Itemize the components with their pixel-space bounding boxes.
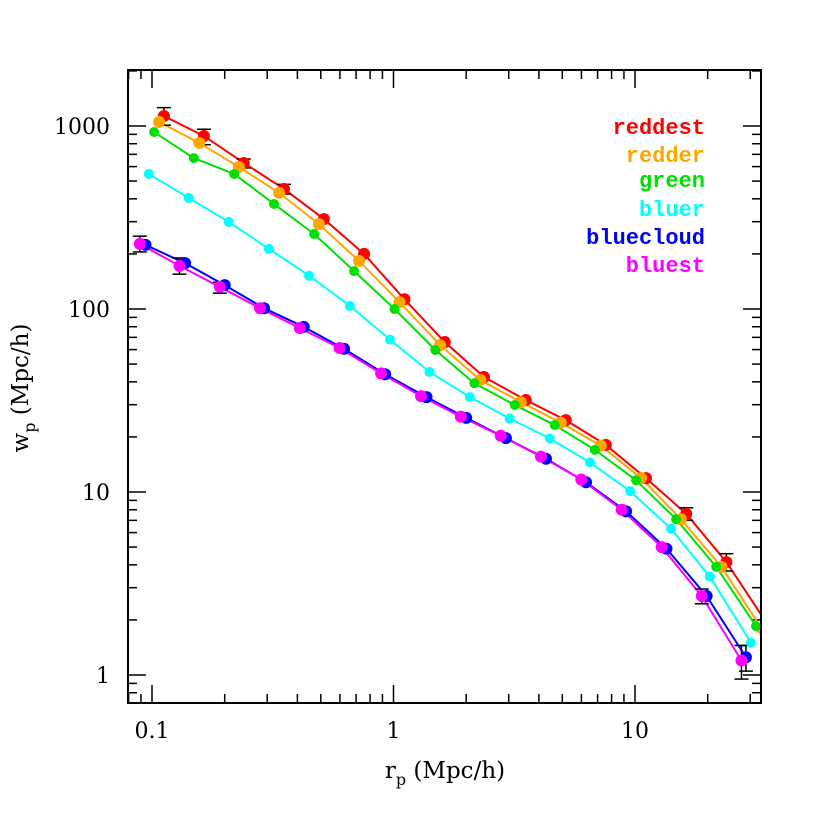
y-tick-label: 1 [96,664,110,689]
data-point [193,136,206,149]
data-point [188,153,199,164]
data-point [183,193,194,204]
data-point [263,243,274,254]
y-axis-title: wp (Mpc/h) [8,324,39,453]
data-point [344,300,355,311]
data-point [625,486,636,497]
data-point [304,270,315,281]
legend-item-bluecloud: bluecloud [586,226,705,251]
data-point [711,561,722,572]
data-point [745,637,756,648]
data-point [173,259,186,272]
axis-ticks [127,70,761,703]
data-point [133,237,146,250]
data-point [544,433,555,444]
data-point [353,254,366,267]
data-series [132,106,761,680]
data-point [223,216,234,227]
data-point [415,390,428,403]
data-point [549,420,560,431]
data-point [575,473,588,486]
data-point [253,302,266,315]
data-point [384,334,395,345]
data-point [464,392,475,403]
legend-item-redder: redder [626,144,705,169]
data-point [312,218,325,231]
data-point [153,115,166,128]
tick-labels: 0.1 1 10 1 10 100 1000 [54,115,649,744]
legend-item-green: green [639,169,705,194]
data-point [751,621,761,632]
data-point [454,410,467,423]
data-point [268,198,279,209]
data-point [631,475,642,486]
data-point [509,399,520,410]
data-point [735,654,748,667]
data-point [695,590,708,603]
data-point [655,541,668,554]
data-point [430,344,441,355]
series-bluecloud [145,243,747,658]
data-point [389,304,400,314]
data-point [671,514,682,525]
series-green [153,131,757,627]
legend-item-reddest: reddest [613,116,705,141]
x-tick-label: 1 [387,719,401,744]
series-redder [158,121,761,629]
series-reddest [163,115,761,617]
data-point [504,413,515,424]
x-tick-label: 0.1 [135,719,170,744]
data-point [375,367,388,380]
data-point [333,342,346,355]
legend-item-bluer: bluer [639,198,705,223]
plot-frame [127,69,762,704]
series-bluer [148,173,752,644]
data-point [469,378,480,389]
data-point [349,266,360,277]
data-point [666,523,677,534]
y-tick-label: 1000 [54,115,110,140]
series-bluest [139,242,743,662]
data-point [273,186,286,199]
data-point [143,168,154,179]
data-point [704,571,715,582]
x-axis-title: rp (Mpc/h) [385,758,505,789]
data-point [213,280,226,293]
data-point [293,322,306,335]
y-tick-label: 10 [82,481,110,506]
data-point [309,228,320,239]
data-point [584,457,595,468]
legend-item-bluest: bluest [626,254,705,279]
data-point [615,503,628,516]
data-point [149,127,160,138]
data-point [534,450,547,463]
y-tick-label: 100 [68,298,110,323]
data-point [229,168,240,179]
data-point [424,366,435,377]
data-point [494,429,507,442]
data-point [589,444,600,455]
x-tick-label: 10 [621,719,649,744]
